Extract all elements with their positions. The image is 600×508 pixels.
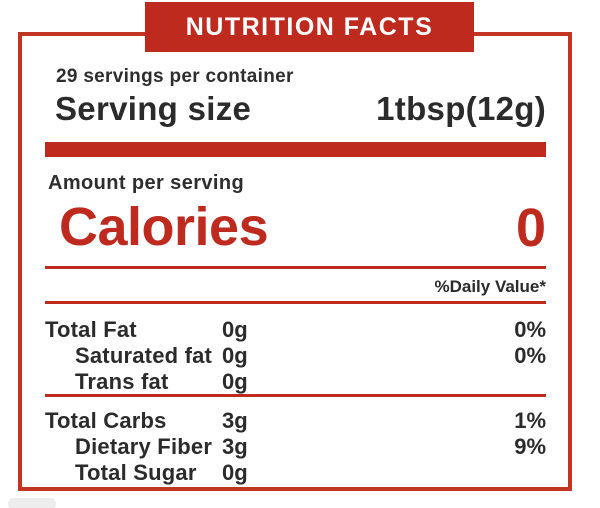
- divider-above-fat: [45, 301, 546, 304]
- servings-per-container: 29 servings per container: [56, 66, 294, 87]
- divider-above-carbs: [45, 394, 546, 397]
- serving-size-row: Serving size 1tbsp(12g): [45, 90, 546, 128]
- calories-row: Calories 0: [45, 194, 546, 256]
- label-header-bar: NUTRITION FACTS: [145, 2, 474, 52]
- serving-size-value: 1tbsp(12g): [376, 90, 546, 127]
- divider-under-calories: [45, 266, 546, 269]
- nutrient-name: Total Sugar: [75, 460, 197, 485]
- nutrient-name: Total Fat: [45, 317, 137, 342]
- daily-value-note: %Daily Value*: [434, 277, 546, 296]
- amount-per-serving-label: Amount per serving: [48, 172, 245, 194]
- table-row-total-fat: Total Fat 0g 0%: [45, 317, 546, 343]
- nutrient-name: Saturated fat: [75, 343, 213, 368]
- table-row-trans-fat: Trans fat 0g: [45, 369, 546, 395]
- nutrient-daily-value: 9%: [514, 434, 546, 459]
- serving-size-label: Serving size: [55, 90, 252, 127]
- calories-label: Calories: [59, 197, 269, 257]
- label-border: [18, 32, 572, 491]
- nutrient-name: Total Carbs: [45, 408, 167, 433]
- table-row-dietary-fiber: Dietary Fiber 3g 9%: [45, 434, 546, 460]
- fat-rows: Total Fat 0g 0% Saturated fat 0g 0% Tran…: [45, 317, 546, 395]
- nutrient-daily-value: 1%: [514, 408, 546, 433]
- table-row-total-sugar: Total Sugar 0g: [45, 460, 546, 486]
- nutrient-amount: 3g: [222, 434, 248, 459]
- carb-rows: Total Carbs 3g 1% Dietary Fiber 3g 9% To…: [45, 408, 546, 486]
- nutrient-amount: 0g: [222, 317, 248, 342]
- nutrient-amount: 3g: [222, 408, 248, 433]
- table-row-saturated-fat: Saturated fat 0g 0%: [45, 343, 546, 369]
- nutrient-daily-value: 0%: [514, 343, 546, 368]
- label-title: NUTRITION FACTS: [185, 12, 434, 41]
- nutrient-amount: 0g: [222, 460, 248, 485]
- section-divider-thick: [45, 142, 546, 157]
- calories-value: 0: [515, 198, 546, 258]
- nutrient-name: Trans fat: [75, 369, 169, 394]
- nutrient-daily-value: 0%: [514, 317, 546, 342]
- nutrient-name: Dietary Fiber: [75, 434, 213, 459]
- nutrient-amount: 0g: [222, 369, 248, 394]
- corner-shadow-artifact: [8, 498, 56, 508]
- nutrient-amount: 0g: [222, 343, 248, 368]
- table-row-total-carbs: Total Carbs 3g 1%: [45, 408, 546, 434]
